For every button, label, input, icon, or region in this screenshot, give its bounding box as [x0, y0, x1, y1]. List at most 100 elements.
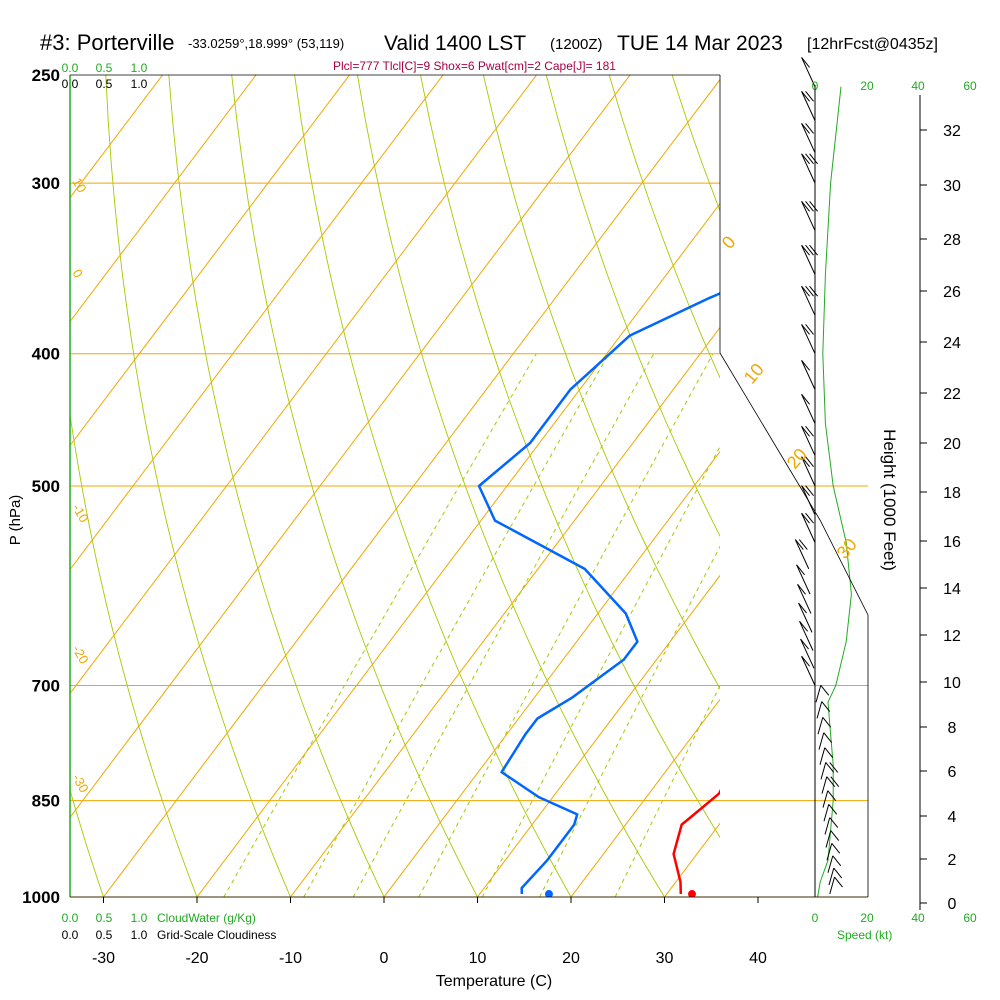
dry-adiabat-line [987, 75, 1000, 926]
wind-barb-feather [823, 732, 833, 744]
isotherm-right-label: 30 [833, 534, 861, 562]
wind-barb-shaft [801, 57, 816, 87]
dry-adiabat-line [420, 75, 720, 839]
wind-barb [824, 817, 839, 835]
wind-barb [828, 867, 843, 886]
wind-barb-feather [801, 285, 810, 297]
mixing-ratio-line [223, 353, 537, 897]
wind-barb-shaft [801, 285, 816, 316]
height-tick-label: 20 [943, 436, 961, 453]
mixing-ratio-label: 2 [293, 901, 310, 915]
x-tick-label: 0 [380, 950, 389, 967]
wind-barb-feather [834, 876, 843, 888]
height-tick-label: 22 [943, 386, 961, 403]
cloudiness-label: Grid-Scale Cloudiness [157, 928, 276, 942]
wind-barb-shaft [801, 245, 816, 275]
wind-barb-feather [801, 456, 810, 468]
wind-barb-shaft [826, 843, 833, 861]
wind-barb [818, 732, 833, 750]
wind-barb-shaft [801, 91, 816, 121]
wind-barb-shaft [815, 685, 822, 703]
wind-barb-feather [801, 57, 810, 68]
x-tick-label: 10 [469, 950, 487, 967]
wind-barb-shaft [797, 584, 812, 614]
cloudiness-tick-bottom: 0.0 [62, 928, 79, 942]
wind-barb-feather [798, 539, 808, 550]
wind-barb-shaft [827, 855, 834, 873]
wind-barb [817, 717, 832, 735]
wind-barb-feather [801, 200, 810, 212]
isotherm-right-label: 0 [718, 232, 740, 253]
pressure-tick-label: 300 [32, 174, 60, 193]
wind-barb-feather [805, 91, 814, 102]
cloudwater-tick-bottom: 1.0 [131, 911, 148, 925]
isotherm-left-label: 10 [69, 175, 89, 195]
dry-adiabat-line [294, 75, 572, 897]
isotherms-layer [70, 51, 1000, 926]
wind-barb [825, 830, 840, 848]
wind-barb-shaft [822, 790, 829, 808]
mixing-ratio-line [418, 353, 714, 897]
height-tick-label: 0 [948, 896, 957, 913]
wind-barb-feather [824, 747, 834, 759]
x-axis-label: Temperature (C) [436, 973, 552, 990]
wind-barb-feather [822, 717, 832, 728]
mixing-ratio-line [481, 445, 720, 897]
wind-barb [801, 456, 816, 487]
wind-barb-feather [801, 655, 810, 667]
valid-zulu: (1200Z) [550, 36, 603, 53]
dry-adiabat-line [608, 75, 720, 379]
x-tick-label: -30 [92, 950, 115, 967]
isotherm-line [70, 75, 257, 323]
wind-barb-feather [829, 762, 839, 773]
x-tick-label: 30 [656, 950, 674, 967]
speed-tick-bottom: 0 [812, 911, 819, 925]
wind-barb [801, 153, 818, 184]
x-tick-label: -10 [279, 950, 302, 967]
wind-barb-feather [805, 426, 814, 437]
wind-barb-feather [799, 621, 808, 632]
x-tick-label: 20 [562, 950, 580, 967]
isotherm-line [70, 75, 351, 447]
station-title: #3: Porterville [40, 30, 175, 55]
wind-barb [798, 602, 813, 633]
wind-speed-line [817, 86, 852, 898]
dry-adiabat-line [924, 75, 1000, 926]
sounding-series-layer [477, 87, 981, 897]
isotherm-line [830, 51, 1000, 926]
wind-barb-shaft [801, 201, 816, 231]
wind-barb-feather [809, 153, 818, 165]
wind-barb-feather [794, 539, 804, 550]
wind-barb-feather [805, 285, 814, 297]
isotherm-line [102, 78, 720, 897]
wind-barb-feather [801, 244, 810, 256]
cloudwater-tick-top: 0.0 [62, 61, 79, 75]
temperature-series-line [672, 789, 720, 895]
wind-barb-feather [830, 776, 840, 787]
wind-barb [796, 564, 811, 595]
mixing-ratio-label: 8 [471, 901, 488, 915]
wind-barb-feather [831, 843, 841, 854]
isotherm-left-label: -30 [69, 771, 91, 795]
wind-barb-feather [809, 244, 818, 256]
wind-barb-shaft [818, 732, 825, 750]
cloudwater-tick-bottom: 0.5 [96, 911, 113, 925]
speed-tick-top: 40 [911, 79, 925, 93]
indices-line: Plcl=777 Tlcl[C]=9 Shox=6 Pwat[cm]=2 Cap… [333, 59, 616, 73]
wind-barb-feather [801, 393, 810, 405]
height-tick-label: 18 [943, 485, 961, 502]
pressure-tick-label: 700 [32, 677, 60, 696]
parcel-series-line [858, 87, 981, 430]
pressure-tick-label: 400 [32, 345, 60, 364]
cloudwater-tick-top: 1.0 [131, 61, 148, 75]
wind-barb-feather [805, 200, 814, 212]
isotherm-line [70, 75, 538, 695]
station-coords: -33.0259°,18.999° (53,119) [188, 36, 344, 51]
wind-barb [801, 285, 818, 316]
isotherm-line [70, 75, 444, 571]
wind-barb-shaft [823, 804, 830, 822]
wind-barb-feather [805, 512, 814, 524]
wind-barb-feather [798, 602, 807, 614]
panel-boundary [719, 352, 869, 897]
x-tick-label: 40 [749, 950, 767, 967]
